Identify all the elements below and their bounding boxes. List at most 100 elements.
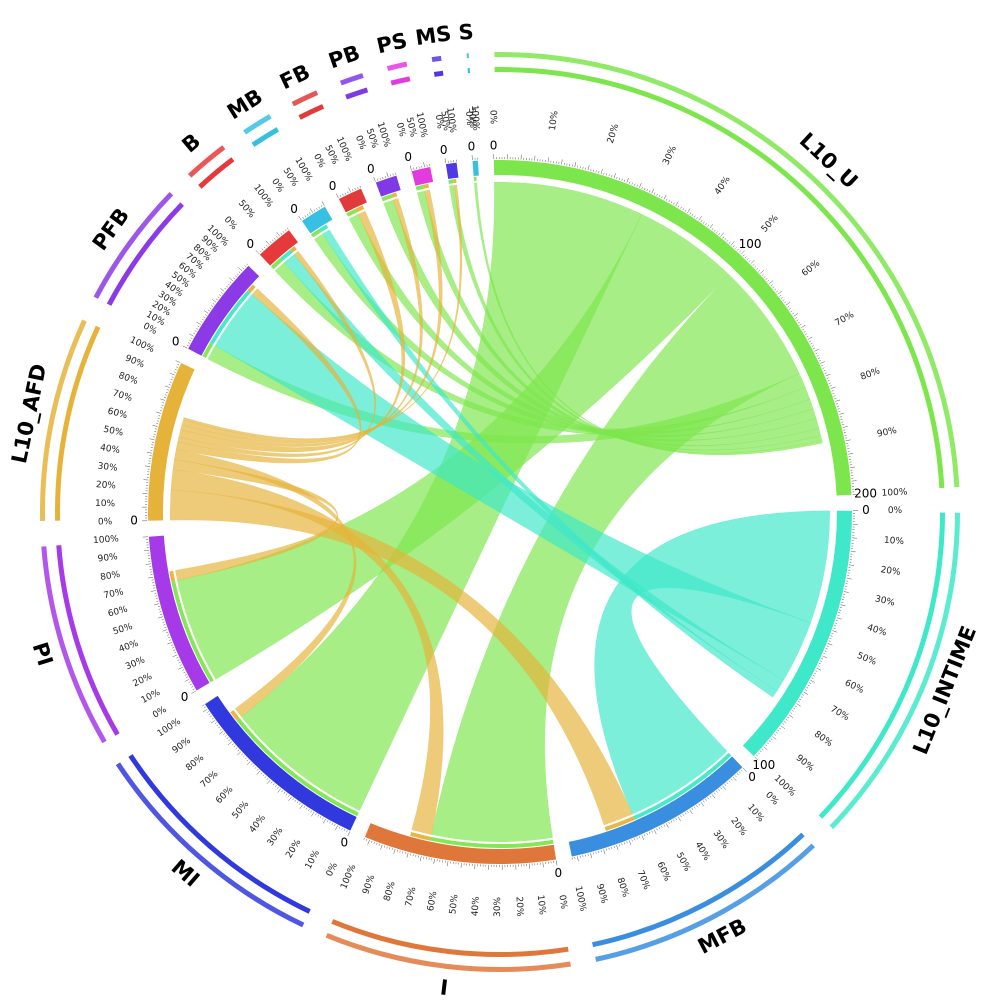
tick-mark — [623, 842, 626, 845]
tick-mark — [684, 209, 687, 212]
tick-mark — [730, 241, 735, 246]
tick-mark — [826, 377, 829, 379]
sectors-group — [39, 52, 960, 972]
outer-track-1-b — [198, 157, 235, 189]
tick-mark — [836, 403, 839, 405]
sector-inner-edge-fb — [348, 206, 370, 219]
link-marker-MB-14 — [319, 224, 329, 232]
percent-tick-label: 70% — [834, 310, 857, 329]
tick-mark — [270, 781, 273, 784]
tick-mark — [306, 213, 309, 216]
tick-mark — [359, 185, 361, 188]
tick-mark — [246, 263, 248, 266]
tick-mark — [713, 792, 716, 795]
tick-mark — [722, 236, 725, 239]
tick-mark — [377, 178, 379, 181]
tick-mark — [823, 370, 826, 372]
percent-tick-label: 0% — [353, 134, 368, 151]
tick-mark — [827, 643, 833, 646]
tick-mark — [809, 340, 812, 343]
tick-mark — [261, 248, 264, 251]
tick-mark — [178, 662, 181, 664]
tick-mark — [433, 858, 435, 864]
tick-mark — [200, 321, 203, 323]
outer-track-1-pb — [345, 87, 369, 100]
tick-mark — [821, 658, 824, 660]
tick-mark — [157, 606, 160, 608]
tick-mark — [158, 415, 161, 417]
tick-mark — [641, 186, 643, 189]
tick-mark — [705, 223, 707, 226]
tick-mark — [691, 213, 694, 216]
percent-tick-label: 0% — [463, 111, 474, 126]
tick-mark — [611, 846, 613, 849]
tick-mark — [682, 813, 684, 816]
scale-value-label: 0 — [290, 202, 298, 216]
tick-mark — [767, 742, 769, 745]
percent-tick-label: 40% — [866, 623, 889, 639]
tick-mark — [793, 313, 799, 317]
percent-tick-label: 40% — [693, 840, 712, 863]
tick-mark — [626, 177, 629, 183]
tick-mark — [850, 551, 856, 553]
tick-mark — [191, 690, 196, 694]
percent-tick-label: 100% — [469, 105, 481, 132]
tick-mark — [653, 192, 656, 195]
tick-mark — [186, 344, 189, 347]
scale-value-label: 0 — [340, 836, 348, 850]
tick-mark — [168, 639, 172, 641]
tick-mark — [233, 745, 236, 748]
tick-mark — [792, 312, 795, 315]
tick-mark — [310, 810, 312, 813]
percent-tick-label: 30% — [124, 655, 147, 672]
tick-mark — [259, 250, 262, 253]
percent-tick-label: 50% — [102, 425, 124, 439]
tick-mark — [156, 600, 159, 602]
tick-mark — [774, 288, 777, 291]
tick-mark — [303, 806, 306, 808]
tick-mark — [158, 608, 161, 610]
percent-tick-label: 30% — [711, 829, 731, 852]
tick-mark — [740, 250, 745, 255]
link-marker-PS-23 — [423, 183, 430, 189]
tick-mark — [331, 822, 334, 825]
tick-mark — [220, 292, 223, 294]
tick-mark — [156, 420, 159, 422]
percent-tick-label: 50% — [760, 213, 781, 235]
tick-mark — [810, 679, 815, 683]
tick-mark — [675, 201, 679, 207]
sector-inner-edge-ps — [416, 186, 435, 193]
tick-mark — [176, 657, 179, 659]
tick-mark — [606, 173, 608, 176]
tick-mark — [603, 172, 605, 175]
tick-mark — [837, 408, 840, 410]
tick-mark — [201, 318, 204, 321]
tick-mark — [592, 852, 594, 855]
tick-mark — [173, 649, 176, 651]
tick-mark — [613, 846, 615, 849]
tick-mark — [618, 844, 620, 847]
tick-mark — [305, 807, 308, 810]
tick-mark — [782, 299, 785, 301]
tick-mark — [790, 310, 793, 312]
tick-mark — [210, 720, 216, 724]
tick-mark — [208, 713, 211, 716]
link-marker-B-4 — [270, 257, 284, 270]
percent-tick-label: 60% — [800, 258, 822, 278]
tick-mark — [790, 712, 793, 714]
percent-tick-label: 40% — [471, 896, 482, 917]
tick-mark — [419, 856, 422, 862]
tick-mark — [785, 301, 791, 306]
tick-mark — [203, 316, 206, 319]
percent-tick-label: 100% — [573, 885, 588, 913]
tick-mark — [284, 229, 287, 232]
tick-mark — [169, 381, 172, 383]
percent-tick-label: 30% — [661, 144, 679, 167]
tick-mark — [344, 192, 347, 195]
link-marker-I-2 — [430, 836, 554, 848]
tick-mark — [839, 609, 842, 611]
tick-mark — [656, 828, 658, 831]
tick-mark — [603, 849, 606, 855]
tick-mark — [646, 189, 648, 192]
tick-mark — [818, 662, 821, 665]
